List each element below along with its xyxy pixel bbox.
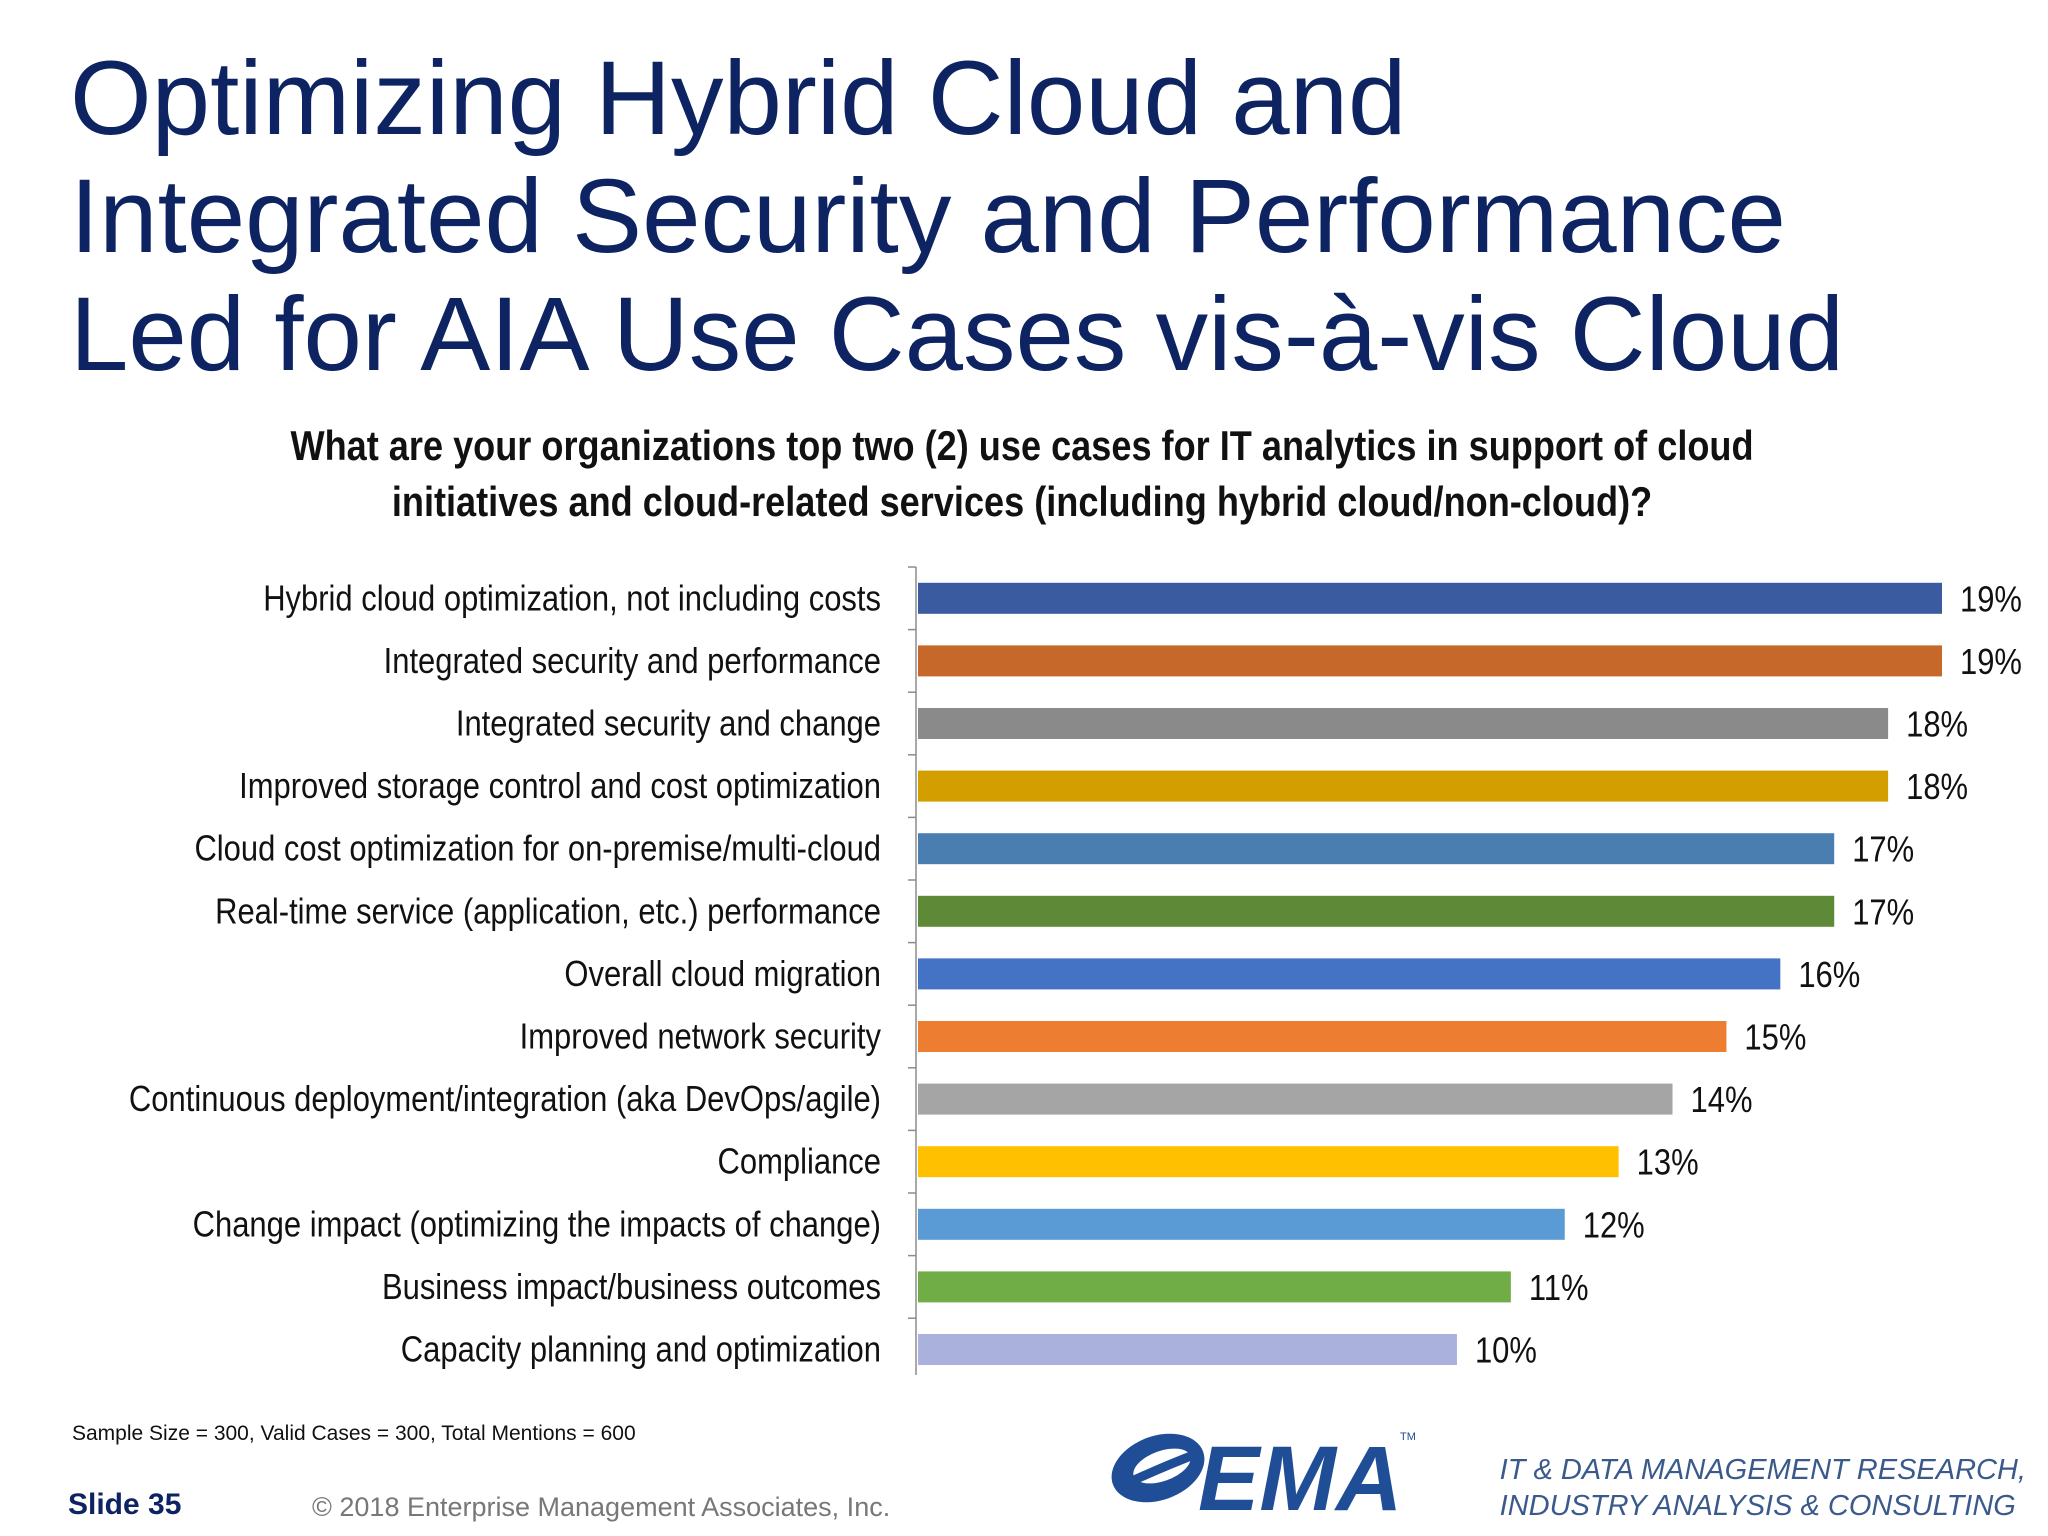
value-label: 15%: [1744, 1017, 1806, 1058]
category-label: Overall cloud migration: [564, 953, 881, 994]
title-line-3: Led for AIA Use Cases vis-à-vis Cloud: [70, 276, 1845, 393]
slide-number: Slide 35: [68, 1488, 182, 1521]
value-label: 10%: [1475, 1330, 1537, 1371]
bar: [918, 770, 1889, 802]
value-label: 17%: [1852, 891, 1914, 932]
title-line-2: Integrated Security and Performance: [70, 158, 1786, 275]
value-label: 18%: [1906, 704, 1968, 745]
category-label: Integrated security and performance: [384, 640, 881, 681]
category-label: Integrated security and change: [456, 703, 881, 744]
value-label: 14%: [1691, 1079, 1753, 1120]
ema-logo: EMA TM: [1111, 1428, 1416, 1530]
category-label: Capacity planning and optimization: [401, 1329, 881, 1370]
category-label: Compliance: [718, 1141, 881, 1182]
bar: [918, 1271, 1511, 1303]
category-label: Cloud cost optimization for on-premise/m…: [194, 828, 881, 869]
bar: [918, 1146, 1619, 1178]
tagline-line-1: IT & DATA MANAGEMENT RESEARCH,: [1499, 1454, 2026, 1486]
bar-chart: Hybrid cloud optimization, not including…: [129, 566, 2022, 1375]
bar: [918, 708, 1889, 739]
bar: [918, 895, 1835, 927]
bar: [918, 1208, 1565, 1240]
sample-size-note: Sample Size = 300, Valid Cases = 300, To…: [72, 1422, 636, 1445]
bar: [918, 1083, 1673, 1115]
question-line-2: initiatives and cloud-related services (…: [391, 478, 1653, 525]
value-label: 13%: [1637, 1142, 1699, 1183]
bar: [918, 833, 1835, 865]
category-label: Continuous deployment/integration (aka D…: [129, 1078, 881, 1119]
tagline-line-2: INDUSTRY ANALYSIS & CONSULTING: [1499, 1490, 2016, 1522]
category-label: Hybrid cloud optimization, not including…: [263, 577, 881, 618]
category-label: Business impact/business outcomes: [382, 1266, 881, 1307]
bar: [918, 645, 1942, 677]
bar: [918, 582, 1942, 614]
value-label: 18%: [1906, 766, 1968, 807]
question-line-1: What are your organizations top two (2) …: [290, 422, 1754, 469]
value-label: 19%: [1960, 641, 2022, 682]
category-label: Improved network security: [520, 1016, 881, 1057]
title-line-1: Optimizing Hybrid Cloud and: [70, 40, 1407, 157]
value-label: 17%: [1852, 829, 1914, 870]
logo-wordmark: EMA: [1198, 1428, 1402, 1530]
copyright-notice: © 2018 Enterprise Management Associates,…: [312, 1492, 891, 1522]
bar: [918, 1021, 1727, 1052]
logo-trademark: TM: [1400, 1431, 1416, 1443]
bar: [918, 1334, 1457, 1365]
survey-question: What are your organizations top two (2) …: [141, 418, 1902, 530]
value-label: 16%: [1798, 954, 1860, 995]
slide-title: Optimizing Hybrid Cloud and Integrated S…: [70, 40, 2030, 394]
value-label: 12%: [1583, 1204, 1645, 1245]
bar: [918, 958, 1781, 990]
category-label: Improved storage control and cost optimi…: [239, 765, 881, 806]
swoosh-icon: [1111, 1433, 1205, 1503]
category-label: Change impact (optimizing the impacts of…: [193, 1203, 881, 1244]
value-label: 19%: [1960, 578, 2022, 619]
tagline: IT & DATA MANAGEMENT RESEARCH, INDUSTRY …: [1500, 1452, 2026, 1524]
category-label: Real-time service (application, etc.) pe…: [215, 890, 881, 931]
value-label: 11%: [1529, 1267, 1589, 1308]
